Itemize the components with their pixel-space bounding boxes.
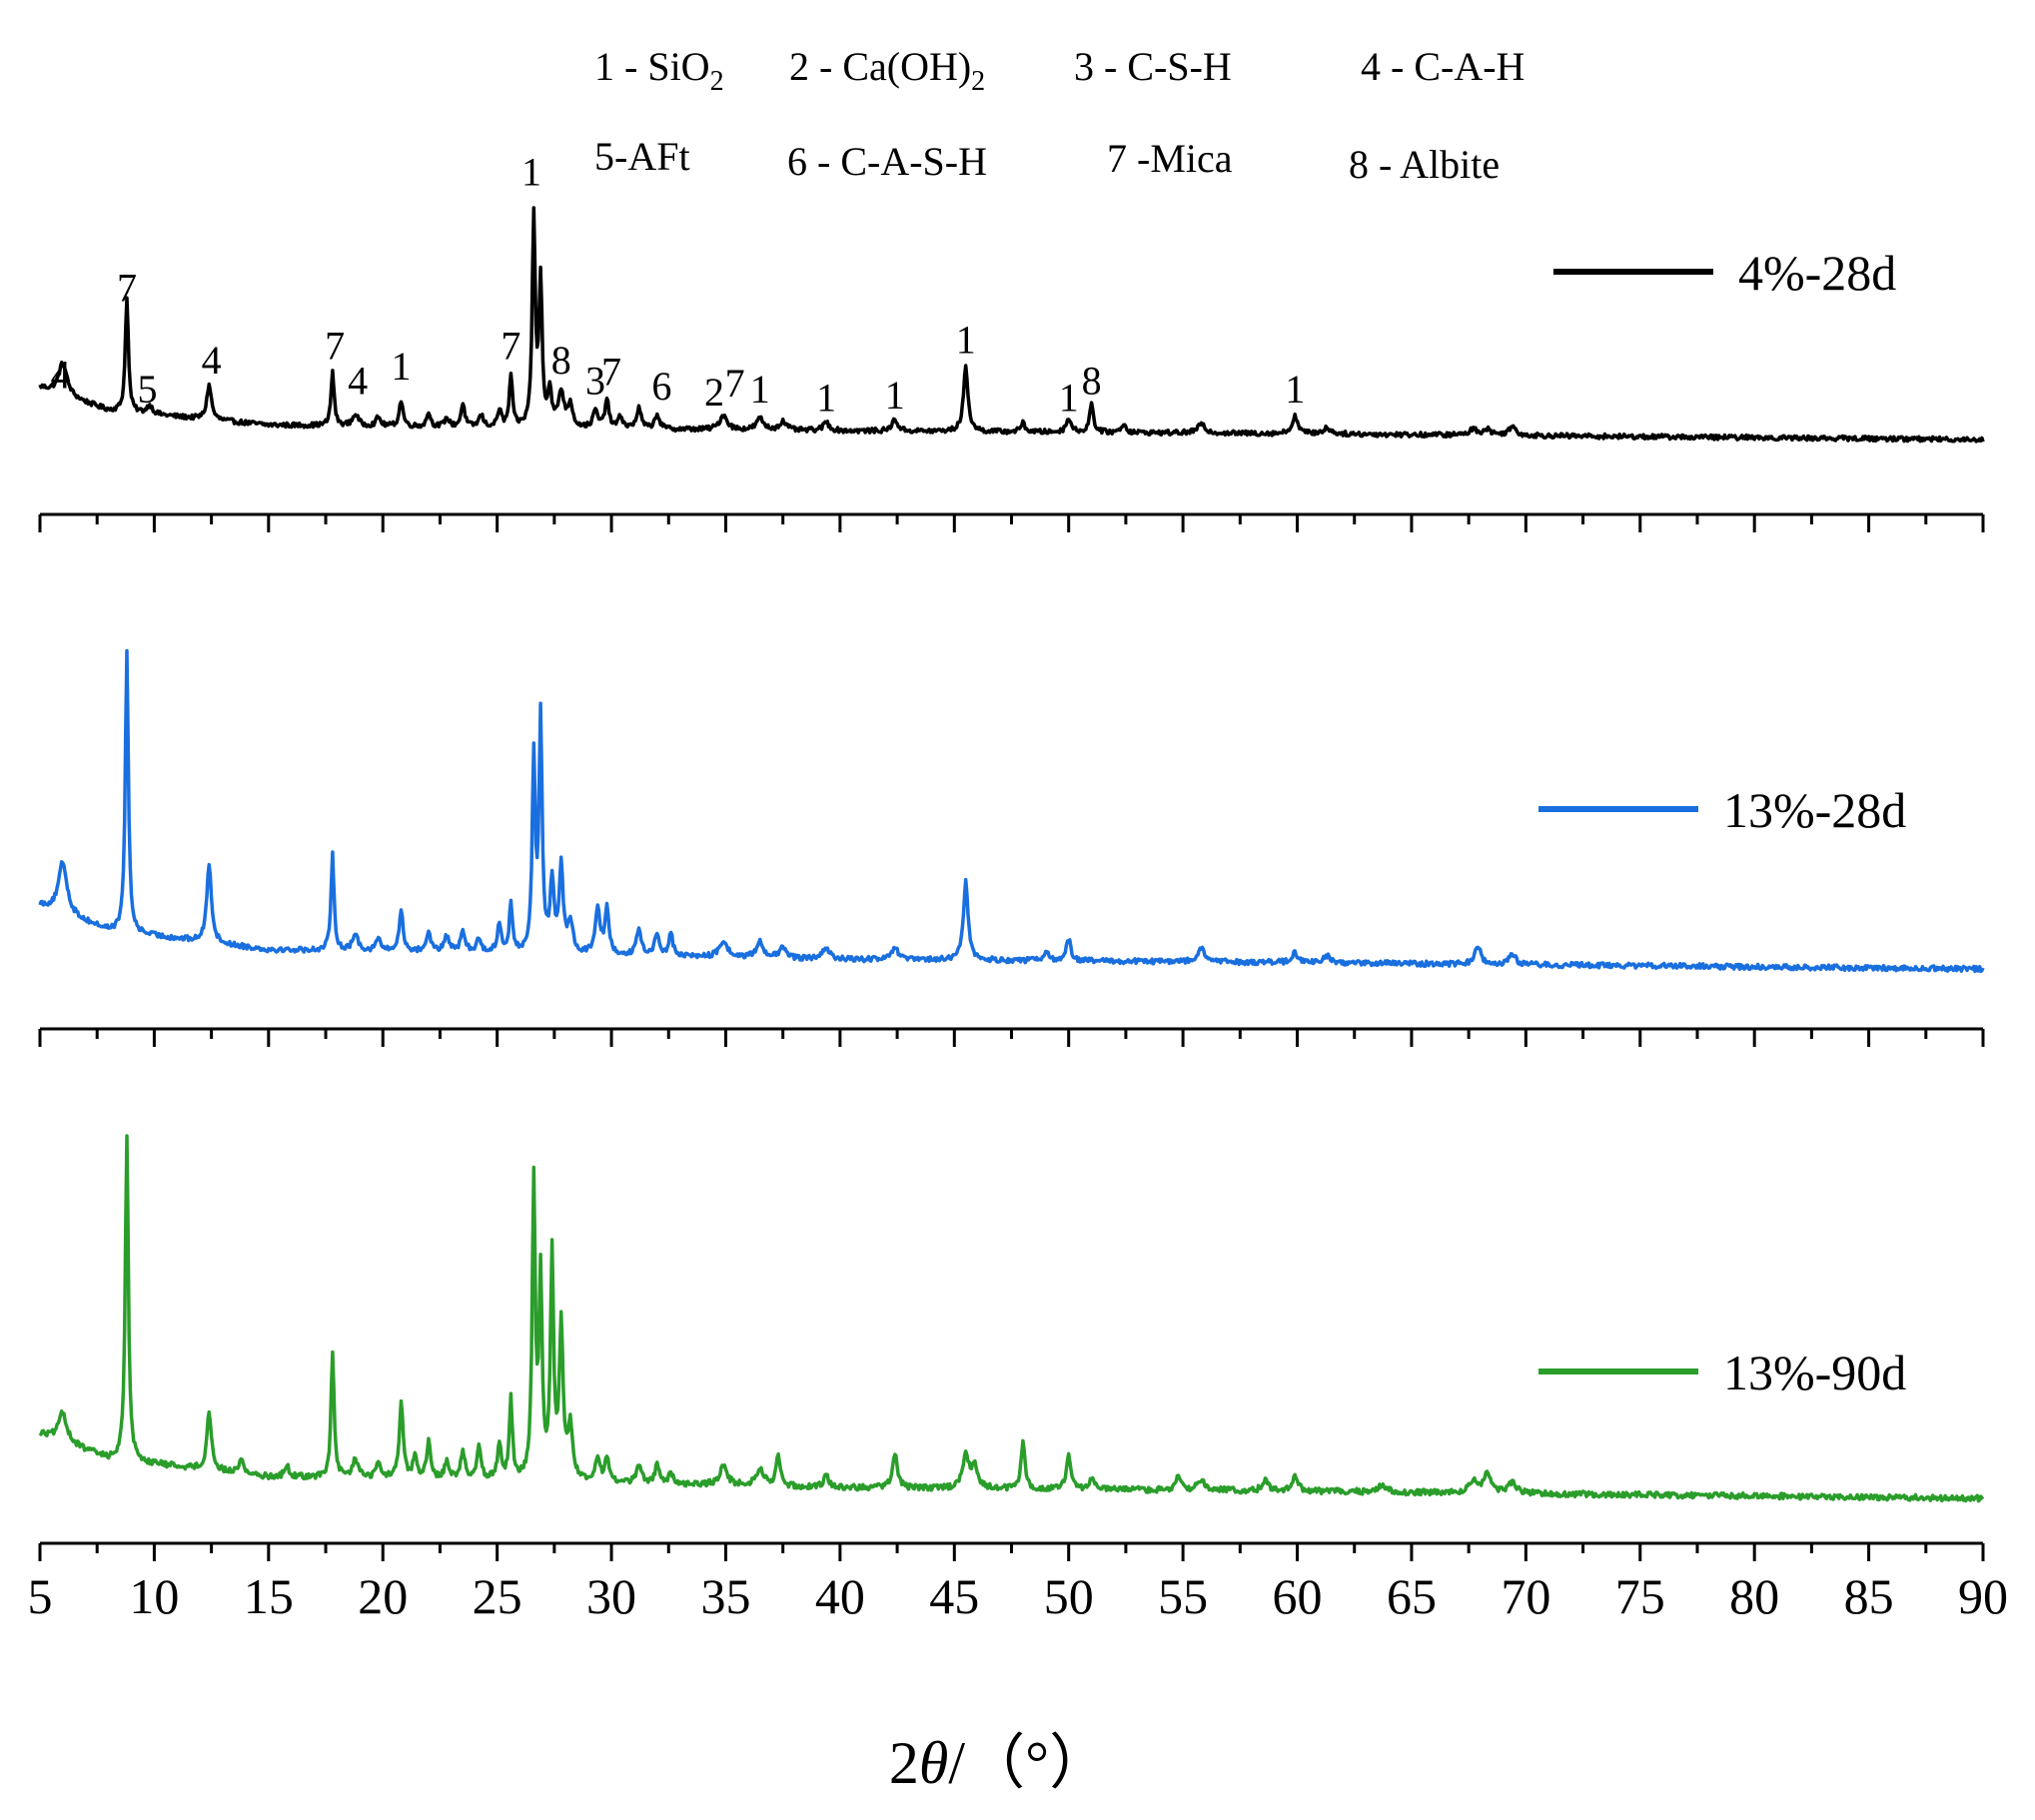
peak-marker-label: 1	[1059, 376, 1079, 421]
x-tick-label: 35	[700, 1568, 750, 1624]
peak-marker-label: 8	[1082, 358, 1102, 403]
peak-marker-label: 1	[521, 150, 541, 195]
x-tick-label: 5	[28, 1568, 53, 1624]
phase-key-entry-5: 5-AFt	[594, 134, 690, 179]
series-line-1	[38, 206, 1985, 444]
peak-marker-label: 1	[1285, 367, 1305, 412]
phase-key-entry-7: 7 -Mica	[1107, 136, 1233, 181]
peak-marker-label: 5	[138, 367, 158, 412]
peak-marker-label: 2	[704, 370, 724, 415]
peak-marker-label: 7	[117, 266, 137, 311]
peak-marker-label: 7	[325, 324, 345, 369]
x-tick-label: 55	[1158, 1568, 1208, 1624]
phase-key-entry-4: 4 - C-A-H	[1361, 44, 1525, 89]
phase-key: 1 - SiO2 2 - Ca(OH)2 3 - C-S-H 4 - C-A-H…	[594, 44, 1525, 187]
peak-marker-label: 4	[348, 358, 368, 403]
phase-key-entry-1: 1 - SiO2	[594, 44, 724, 97]
panel-2: 13%-28d	[38, 648, 1985, 1047]
x-tick-label: 20	[358, 1568, 408, 1624]
peak-marker-label: 4	[51, 353, 71, 398]
x-tick-label: 80	[1729, 1568, 1779, 1624]
x-tick-label: 40	[815, 1568, 865, 1624]
x-tick-label: 30	[586, 1568, 636, 1624]
x-tick-label: 70	[1501, 1568, 1550, 1624]
series-line-2	[38, 648, 1985, 974]
x-tick-label: 60	[1273, 1568, 1323, 1624]
x-tick-label: 50	[1044, 1568, 1094, 1624]
peak-marker-label: 7	[601, 350, 621, 395]
legend-label-2: 13%-28d	[1723, 782, 1906, 838]
peak-marker-label: 8	[551, 338, 571, 383]
x-axis-title: 2θ/（°）	[889, 1730, 1109, 1796]
legend-label-1: 4%-28d	[1738, 245, 1896, 301]
legend-label-3: 13%-90d	[1723, 1345, 1906, 1400]
x-tick-label: 25	[473, 1568, 522, 1624]
peak-marker-label: 1	[816, 376, 836, 421]
x-tick-label: 45	[929, 1568, 979, 1624]
peak-marker-label: 1	[392, 344, 412, 389]
x-tick-label: 15	[244, 1568, 294, 1624]
peak-marker-label: 1	[956, 318, 976, 363]
phase-key-entry-8: 8 - Albite	[1349, 142, 1500, 187]
x-tick-labels: 5 10 15 20 25 30 35 40 45 50 55 60 65 70 75 80 85 90	[28, 1568, 2009, 1624]
x-tick-label: 90	[1958, 1568, 2008, 1624]
peak-marker-label: 1	[885, 373, 905, 418]
peak-marker-label: 7	[725, 361, 745, 406]
phase-key-entry-2: 2 - Ca(OH)2	[789, 44, 985, 97]
peak-marker-label: 6	[651, 364, 671, 409]
panel-3: 13%-90d	[38, 1134, 1985, 1561]
phase-key-entry-3: 3 - C-S-H	[1074, 44, 1232, 89]
peak-marker-label: 3	[585, 358, 605, 403]
x-tick-label: 10	[129, 1568, 179, 1624]
peak-marker-label: 4	[202, 338, 222, 383]
series-line-3	[38, 1134, 1985, 1503]
phase-key-entry-6: 6 - C-A-S-H	[787, 139, 987, 184]
peak-marker-label: 7	[501, 324, 520, 369]
peak-marker-label: 1	[750, 367, 770, 412]
x-tick-label: 85	[1844, 1568, 1894, 1624]
x-tick-label: 65	[1387, 1568, 1437, 1624]
x-tick-label: 75	[1615, 1568, 1665, 1624]
